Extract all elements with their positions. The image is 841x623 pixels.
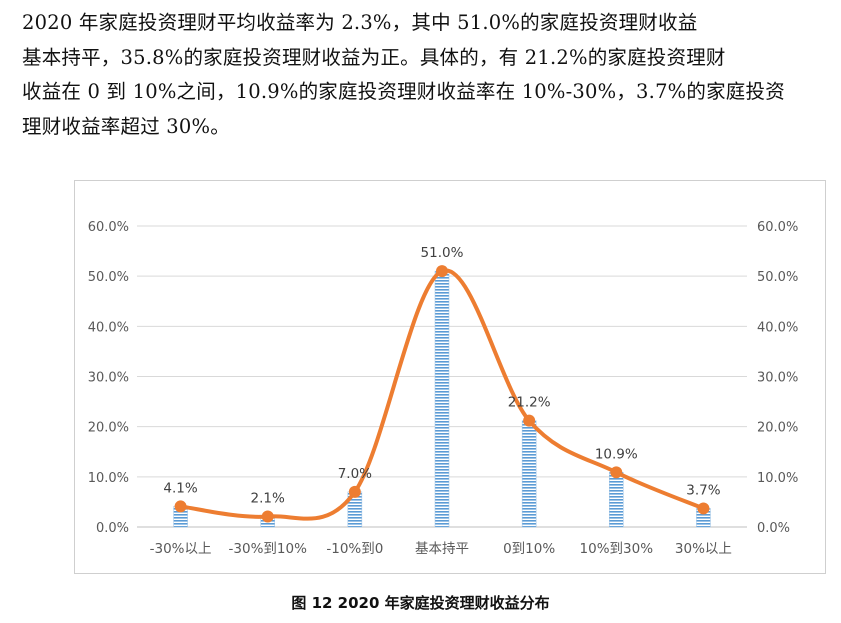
y-tick-label: 40.0% bbox=[88, 320, 129, 335]
data-label: 10.9% bbox=[595, 446, 638, 462]
data-label: 7.0% bbox=[338, 466, 372, 482]
y-tick-label: 30.0% bbox=[88, 371, 129, 386]
data-label: 51.0% bbox=[421, 245, 464, 261]
x-tick-label: -30%以上 bbox=[150, 541, 212, 557]
paragraph-line: 收益在 0 到 10%之间，10.9%的家庭投资理财收益率在 10%-30%，3… bbox=[22, 80, 785, 103]
y-tick-label: 0.0% bbox=[96, 521, 129, 536]
data-label: 2.1% bbox=[251, 490, 285, 506]
x-tick-label: 基本持平 bbox=[415, 540, 469, 557]
data-point bbox=[261, 510, 274, 523]
x-tick-label: -30%到10% bbox=[229, 541, 308, 557]
secondary-y-tick-label: 40.0% bbox=[757, 320, 798, 335]
y-tick-label: 20.0% bbox=[88, 421, 129, 436]
secondary-y-tick-label: 50.0% bbox=[757, 270, 798, 285]
intro-paragraph: 2020 年家庭投资理财平均收益率为 2.3%，其中 51.0%的家庭投资理财收… bbox=[22, 6, 822, 144]
data-label: 21.2% bbox=[508, 395, 551, 411]
chart: 4.1% 2.1% 7.0% 51.0% 21.2% 10.9% 3.7% 0.0% 0.0%… bbox=[88, 220, 799, 557]
data-label: 4.1% bbox=[163, 480, 197, 496]
secondary-y-tick-label: 30.0% bbox=[757, 371, 798, 386]
y-tick-label: 60.0% bbox=[88, 220, 129, 235]
bar bbox=[521, 420, 537, 528]
paragraph-line: 理财收益率超过 30%。 bbox=[22, 114, 230, 138]
y-tick-label: 50.0% bbox=[88, 270, 129, 285]
figure-caption: 图 12 2020 年家庭投资理财收益分布 bbox=[291, 594, 550, 612]
data-point bbox=[348, 485, 361, 498]
paragraph-line: 2020 年家庭投资理财平均收益率为 2.3%，其中 51.0%的家庭投资理财收… bbox=[22, 11, 698, 34]
paragraph-line: 基本持平，35.8%的家庭投资理财收益为正。具体的，有 21.2%的家庭投资理财 bbox=[22, 45, 726, 69]
y-tick-label: 10.0% bbox=[88, 471, 129, 486]
x-tick-label: 30%以上 bbox=[675, 541, 732, 557]
bar bbox=[609, 472, 624, 528]
data-point bbox=[610, 466, 623, 479]
data-point bbox=[436, 265, 448, 278]
secondary-y-tick-label: 20.0% bbox=[757, 421, 798, 436]
secondary-y-tick-label: 60.0% bbox=[757, 220, 798, 235]
data-point bbox=[523, 414, 536, 427]
secondary-y-tick-label: 0.0% bbox=[757, 521, 790, 536]
x-tick-label: 10%到30% bbox=[580, 541, 654, 557]
x-tick-label: -10%到0 bbox=[326, 541, 383, 557]
bar bbox=[434, 270, 450, 528]
chart-frame: 4.1% 2.1% 7.0% 51.0% 21.2% 10.9% 3.7% 0.0% 0.0%… bbox=[74, 180, 826, 574]
data-point bbox=[697, 502, 710, 515]
data-point bbox=[174, 500, 187, 513]
secondary-y-tick-label: 10.0% bbox=[757, 471, 798, 486]
data-label: 3.7% bbox=[686, 482, 720, 498]
x-tick-label: 0到10% bbox=[503, 541, 555, 557]
